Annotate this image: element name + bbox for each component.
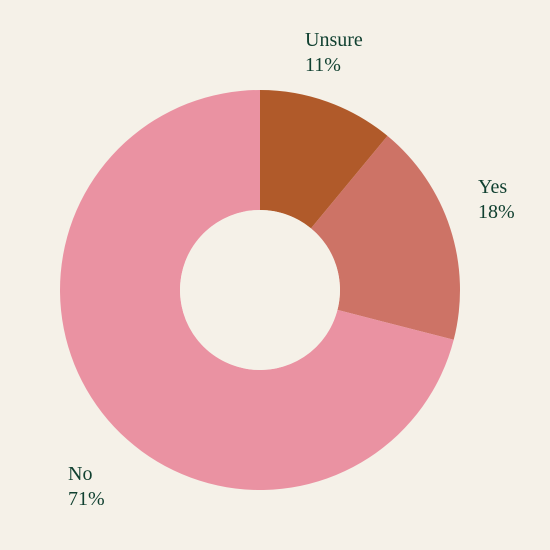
label-yes-pct: 18% [478,200,515,225]
label-unsure-text: Unsure [305,28,363,53]
label-yes-text: Yes [478,175,515,200]
label-unsure: Unsure11% [305,28,363,78]
label-no-pct: 71% [68,487,105,512]
label-no-text: No [68,462,105,487]
label-yes: Yes18% [478,175,515,225]
label-no: No71% [68,462,105,512]
donut-hole [180,210,340,370]
donut-chart: Unsure11% Yes18% No71% [0,0,550,550]
label-unsure-pct: 11% [305,53,363,78]
